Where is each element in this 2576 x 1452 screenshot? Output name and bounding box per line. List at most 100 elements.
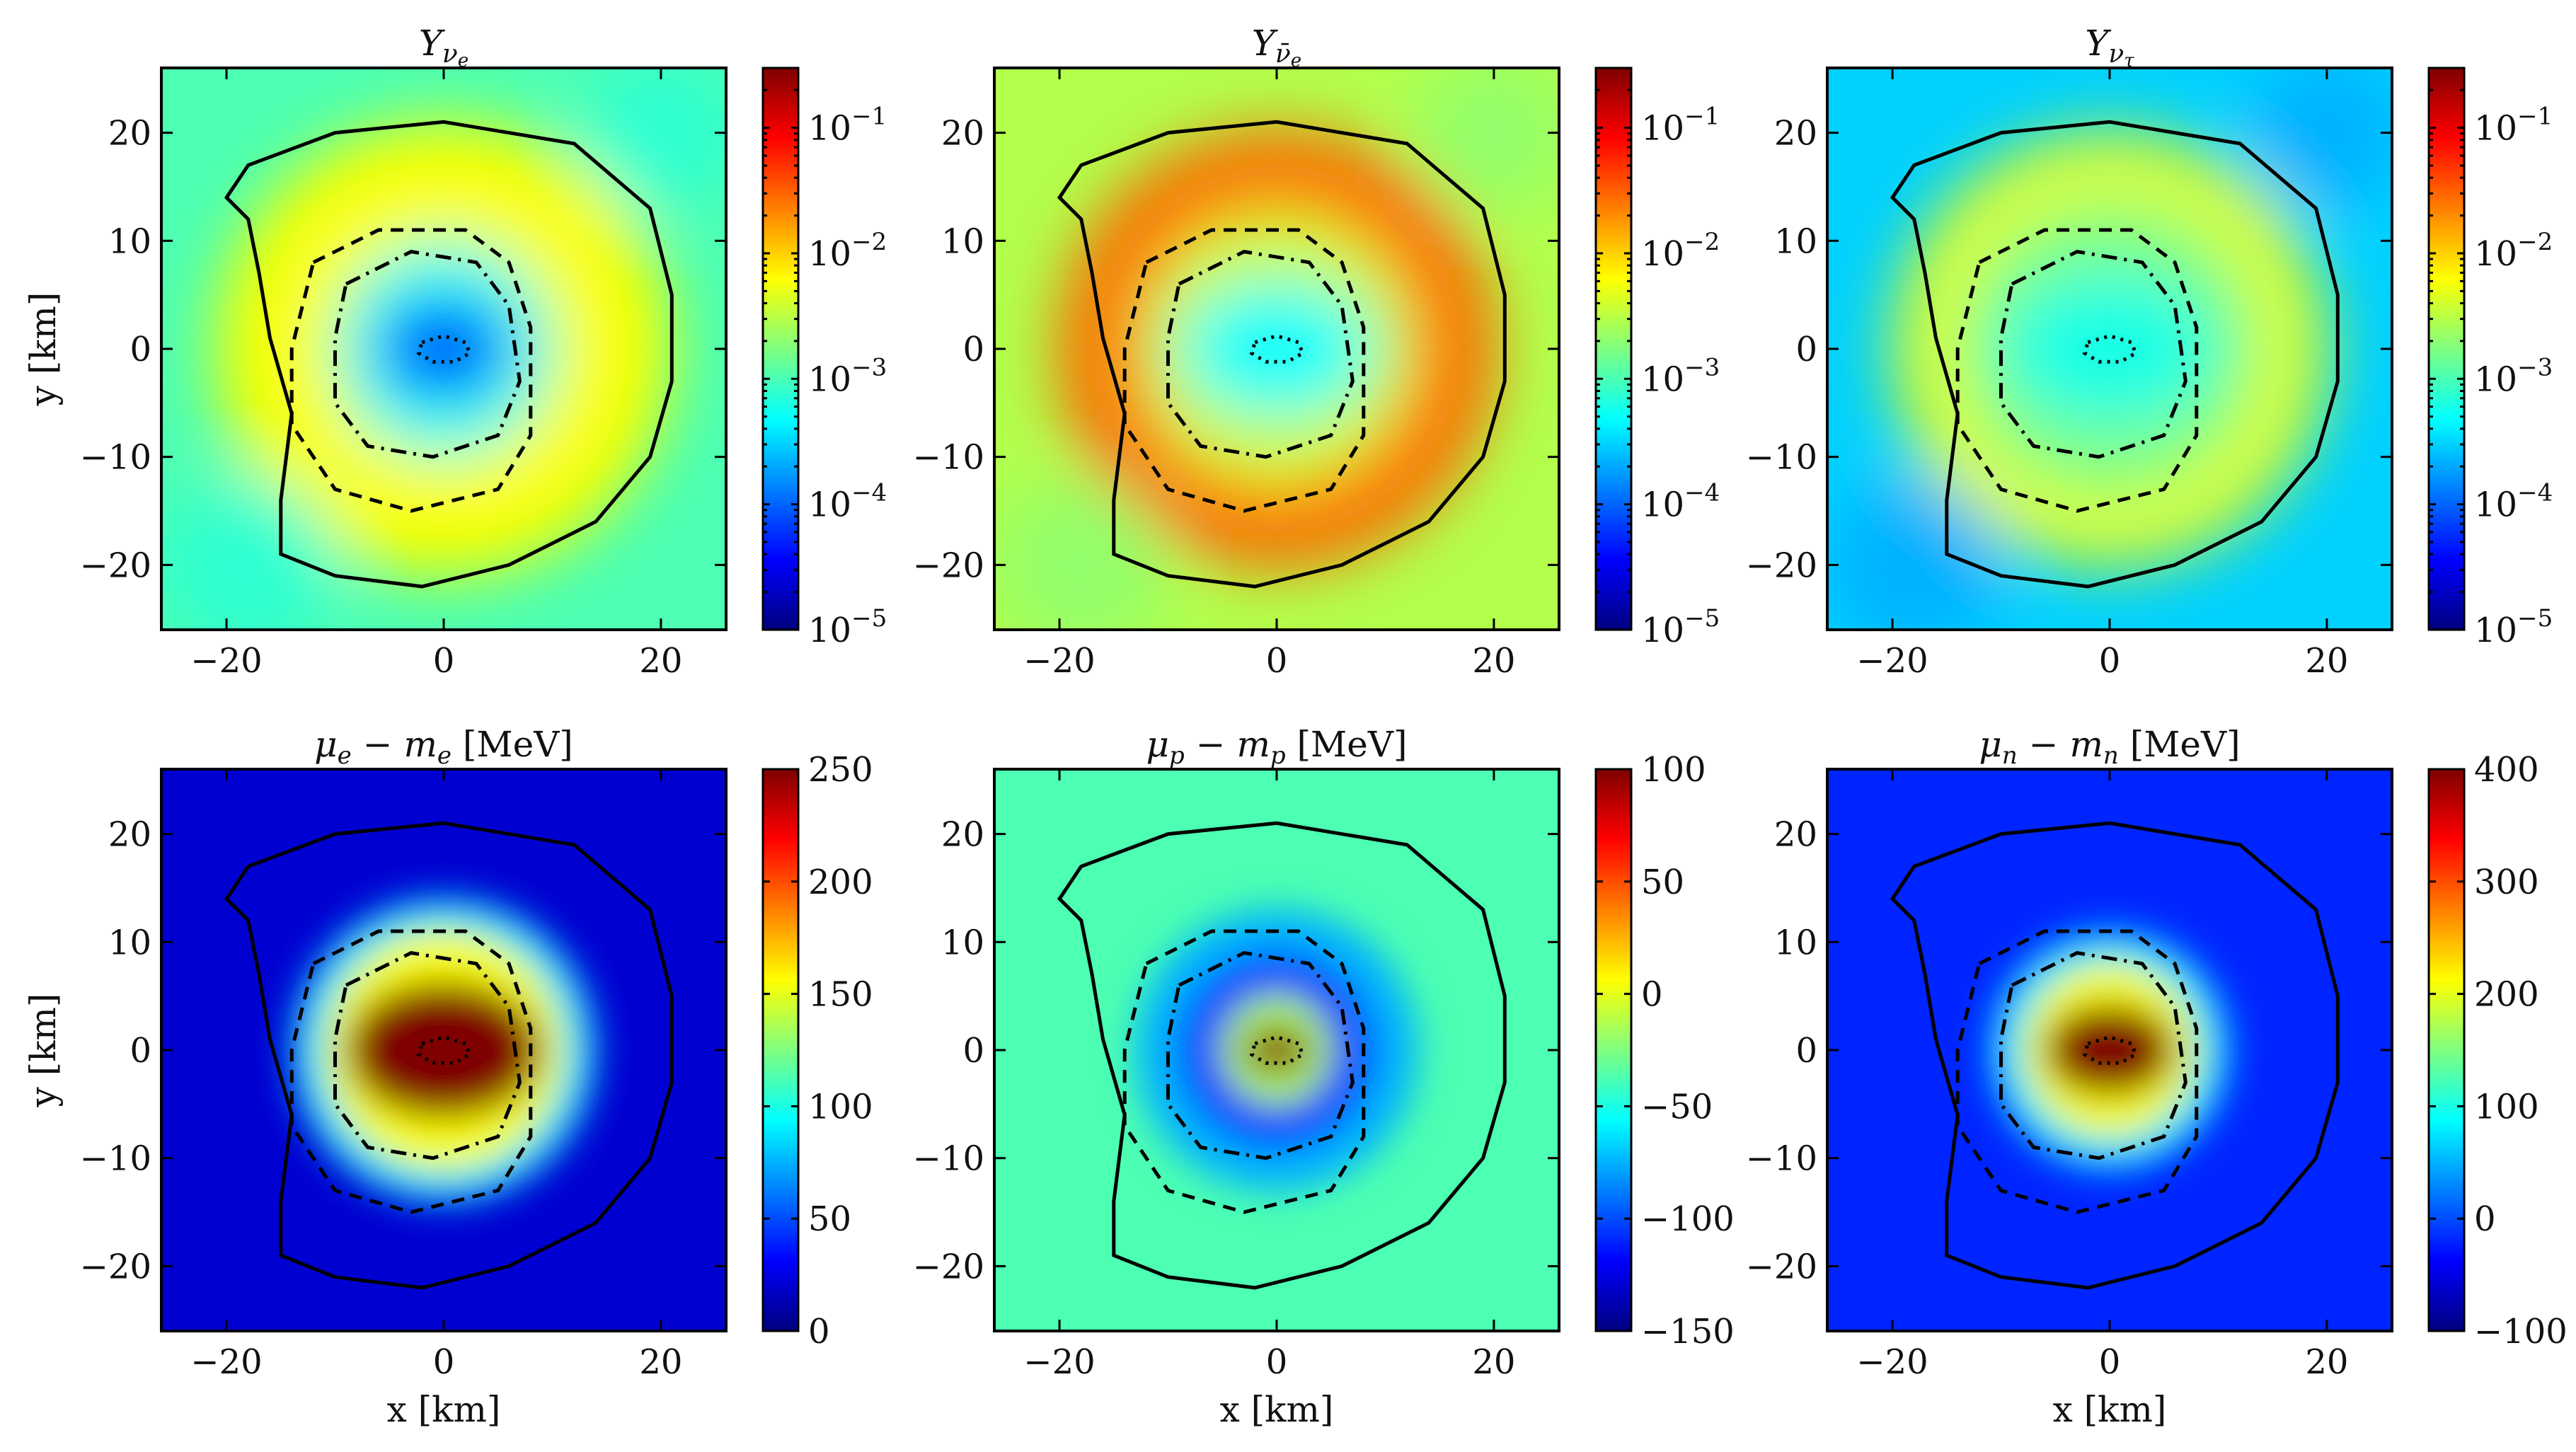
x-tick-label: 0 (2099, 641, 2121, 681)
y-axis-label: y [km] (23, 292, 64, 407)
colorbar-tick-label: 10−1 (1641, 103, 1720, 149)
panel-2: −20 0 20 −20 −10 0 10 20 Yν̄e 10−5 10−4 10−3 10−2 10−… (913, 23, 1720, 681)
contour-dashdot (1999, 951, 2187, 1160)
y-tick-label: 20 (108, 114, 151, 154)
heatmap-field (1827, 769, 2392, 1331)
y-tick-label: −10 (80, 438, 151, 478)
contour-solid (1890, 120, 2340, 589)
colorbar-tick-label: 10−2 (808, 228, 887, 274)
contour-dashed (289, 929, 533, 1214)
y-tick-label: −10 (1746, 438, 1817, 478)
y-tick-label: −20 (913, 1247, 984, 1286)
x-tick-label: 0 (1266, 641, 1288, 681)
x-tick-label: 20 (2305, 1342, 2348, 1382)
colorbar-gradient (2429, 769, 2464, 1331)
colorbar-tick-label: 50 (1641, 863, 1684, 902)
colorbar-tick-label: 50 (808, 1199, 851, 1239)
colorbar-frame (2427, 67, 2466, 631)
colorbar-tick-label: 10−4 (808, 479, 887, 525)
y-tick-label: −10 (913, 1139, 984, 1179)
x-tick-label: −20 (1856, 641, 1928, 681)
colorbar-tick-label: 10−3 (2474, 353, 2553, 399)
contour-dashed (289, 228, 533, 513)
contour-dashed (1122, 929, 1366, 1214)
panel-3: −20 0 20 −20 −10 0 10 20 Yντ 10−5 10−4 10−3 10−2 10−1 (1746, 23, 2553, 681)
x-axis-label: x [km] (387, 1389, 501, 1430)
y-tick-label: −20 (80, 1247, 151, 1286)
x-tick-label: 20 (2305, 641, 2348, 681)
colorbar-tick-label: 10−5 (808, 604, 887, 650)
colorbar-frame (1594, 768, 1633, 1332)
y-tick-label: 20 (1774, 114, 1817, 154)
x-tick-label: 20 (639, 641, 682, 681)
y-tick-label: 20 (941, 815, 984, 855)
x-axis-label: x [km] (2053, 1389, 2167, 1430)
contour-solid (224, 821, 674, 1290)
colorbar-tick-label: −100 (2474, 1312, 2568, 1352)
x-tick-label: 20 (1472, 641, 1515, 681)
colorbar-tick-label: 0 (808, 1312, 830, 1352)
y-tick-label: 0 (962, 1031, 984, 1071)
heatmap-peak (345, 981, 542, 1119)
contour-dashdot (1166, 250, 1355, 459)
colorbar-gradient (763, 68, 798, 630)
contour-dashed (1955, 228, 2199, 513)
colorbar-tick-label: 100 (2474, 1087, 2539, 1127)
y-tick-label: −20 (913, 546, 984, 585)
heatmap-field (994, 769, 1559, 1331)
y-tick-label: 10 (108, 221, 151, 261)
colorbar-tick-label: 150 (808, 975, 873, 1015)
x-tick-label: −20 (1023, 641, 1095, 681)
y-tick-label: 20 (941, 114, 984, 154)
colorbar-tick-label: 10−3 (1641, 353, 1720, 399)
colorbar-tick-label: 10−2 (2474, 228, 2553, 274)
colorbar-tick-label: 100 (808, 1087, 873, 1127)
colorbar-tick-label: 10−1 (808, 103, 887, 149)
x-tick-label: 0 (1266, 1342, 1288, 1382)
heatmap-core (378, 303, 510, 395)
contour-dotted (2082, 334, 2138, 364)
colorbar-tick-label: 100 (1641, 750, 1706, 790)
y-tick-label: 0 (1795, 330, 1817, 369)
y-tick-label: −20 (1746, 546, 1817, 585)
y-tick-label: 0 (130, 1031, 151, 1071)
colorbar-tick-label: 10−4 (2474, 479, 2553, 525)
contour-solid (1890, 821, 2340, 1290)
colorbar-tick-label: 300 (2474, 863, 2539, 902)
colorbar-tick-label: 200 (2474, 975, 2539, 1015)
panel-title: μe − me [MeV] (314, 724, 573, 770)
colorbar-tick-label: 10−4 (1641, 479, 1720, 525)
contour-dotted (416, 1035, 472, 1065)
contour-dashdot (1166, 951, 1355, 1160)
contour-dashdot (333, 250, 522, 459)
heatmap-outer-patch (994, 478, 1168, 630)
y-tick-label: −10 (1746, 1139, 1817, 1179)
x-tick-label: 0 (2099, 1342, 2121, 1382)
colorbar-gradient (1596, 769, 1631, 1331)
y-tick-label: 0 (962, 330, 984, 369)
panel-4: −20 0 20 −20 −10 0 10 20 μe − me [MeV] y [km] x [k… (23, 724, 873, 1430)
y-tick-label: −20 (1746, 1247, 1817, 1286)
y-tick-label: 10 (941, 923, 984, 962)
panel-title: Yν̄e (1252, 23, 1301, 71)
colorbar-tick-label: 0 (1641, 975, 1663, 1015)
heatmap-core (1178, 280, 1375, 417)
colorbar-tick-label: 200 (808, 863, 873, 902)
y-tick-label: 20 (108, 815, 151, 855)
heatmap-field (161, 769, 726, 1331)
y-tick-label: 20 (1774, 815, 1817, 855)
heatmap-outer-patch (1418, 68, 1559, 209)
heatmap-peak (2044, 1004, 2175, 1096)
contour-dotted (416, 334, 472, 364)
heatmap-outer-patch (1827, 478, 2001, 630)
panel-title: Yνe (419, 23, 468, 71)
colorbar-gradient (1596, 68, 1631, 630)
colorbar-tick-label: 250 (808, 750, 873, 790)
colorbar-tick-label: 10−5 (2474, 604, 2553, 650)
colorbar-tick-label: 10−3 (808, 353, 887, 399)
heatmap-core (2001, 272, 2219, 425)
contour-dashdot (1999, 250, 2187, 459)
x-axis-label: x [km] (1220, 1389, 1334, 1430)
